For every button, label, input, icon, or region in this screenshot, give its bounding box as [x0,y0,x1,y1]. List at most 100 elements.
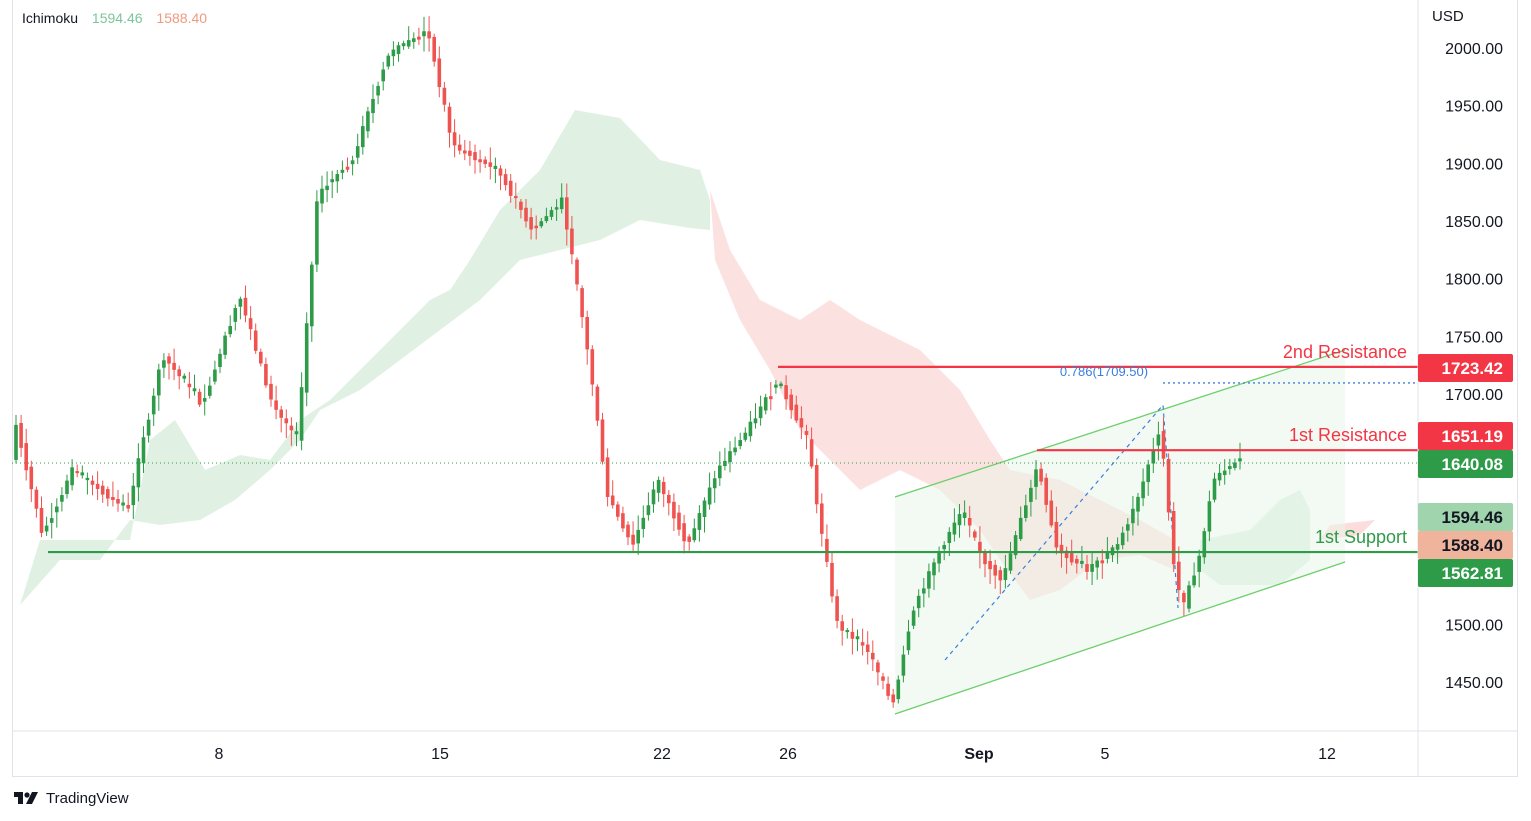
candle-down [672,493,676,532]
candle-body [957,514,962,526]
candle-down [279,405,283,433]
candle-body [636,529,640,544]
candle-body [447,106,452,133]
y-tick-label: 1750.00 [1445,329,1503,346]
candle-body [310,264,314,327]
candles [14,16,1242,708]
candle-down [1166,453,1171,521]
candle-body [29,466,34,490]
cloud-bull-area [20,110,710,605]
candle-down [585,310,589,365]
candle-body [927,571,931,589]
candle-down [595,384,600,427]
candle-body [626,524,630,538]
candle-body [457,144,462,151]
candle-body [712,478,717,489]
candle-down [116,490,120,512]
indicator-legend[interactable]: Ichimoku 1594.46 1588.40 [22,10,207,26]
candle-body [758,406,763,419]
candle-down [529,207,533,240]
candle-down [1182,590,1186,616]
candle-down [835,589,839,629]
candle-body [1115,544,1120,550]
candle-body [610,495,615,506]
candle-up [1095,557,1099,580]
candle-body [162,360,166,368]
candle-up [1018,506,1023,542]
candle-down [432,33,436,67]
candle-up [294,422,299,447]
price-badge: 1640.08 [1418,450,1513,478]
candle-down [284,409,289,438]
candle-body [916,595,921,609]
candle-body [366,111,370,132]
candle-down [24,428,28,481]
indicator-name[interactable]: Ichimoku [22,10,79,26]
candle-body [1008,553,1013,571]
candle-body [269,383,273,400]
candle-down [1177,546,1181,603]
tradingview-brand[interactable]: TradingView [12,788,129,808]
candle-body [136,458,141,488]
candle-body [774,384,778,388]
candle-body [932,562,936,576]
chart-frame[interactable] [12,0,1518,777]
candle-body [1018,517,1023,540]
candle-body [1054,521,1059,548]
candle-body [559,197,564,210]
candle-up [136,443,141,502]
candle-up [1238,442,1242,470]
candle-down [998,566,1003,595]
candle-body [85,477,90,481]
candle-up [906,619,911,655]
candle-up [218,348,222,374]
x-tick-label: Sep [964,746,994,763]
candle-body [55,506,59,513]
price-badge: 1588.40 [1418,531,1513,559]
candle-body [804,431,809,435]
candle-body [656,479,661,493]
candle-body [350,160,355,165]
candle-body [335,174,340,182]
candle-down [1100,549,1105,579]
price-badge-text: 1562.81 [1442,564,1503,583]
currency-label[interactable]: USD [1432,8,1464,25]
candle-down [427,16,431,52]
candle-down [967,505,972,538]
y-tick-label: 1900.00 [1445,156,1503,173]
candle-body [1238,458,1242,462]
candle-up [376,81,380,105]
candle-up [738,432,742,450]
candle-down [799,406,804,440]
candle-down [814,458,819,514]
candle-body [687,536,691,542]
candle-down [1039,462,1043,486]
candle-up [733,436,737,456]
candle-body [814,465,819,505]
candle-up [1008,541,1013,574]
candle-body [75,471,79,474]
candle-down [1049,490,1054,528]
candle-down [988,549,992,585]
candle-up [121,494,125,512]
candle-down [580,285,584,328]
candle-body [529,217,533,230]
y-tick-label: 2000.00 [1445,41,1503,58]
candle-body [406,40,411,47]
candle-down [514,182,518,209]
candle-body [651,489,656,505]
candle-body [65,480,69,495]
candle-body [1161,431,1166,459]
candle-body [830,562,834,597]
channel-upper-line [894,349,1346,498]
candle-body [743,432,748,440]
candle-up [728,441,732,473]
candle-body [24,443,28,471]
candle-body [988,561,992,570]
candle-up [697,505,702,542]
candle-body [294,431,299,435]
candle-body [993,564,997,576]
candle-up [202,384,207,416]
x-tick-label: 5 [1101,746,1110,763]
